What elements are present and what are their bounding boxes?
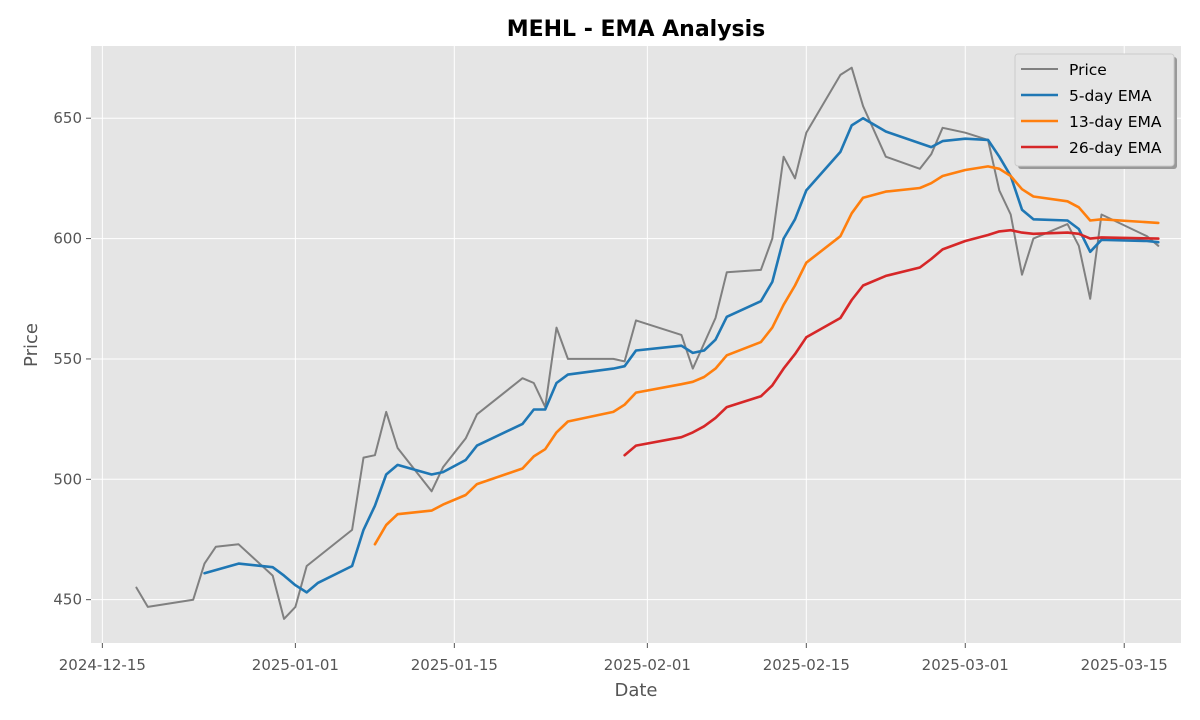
- x-tick-label: 2025-01-01: [252, 656, 339, 674]
- grid-lines: [91, 46, 1181, 643]
- x-tick-label: 2025-02-15: [763, 656, 850, 674]
- x-axis-label: Date: [614, 680, 657, 701]
- x-tick-label: 2024-12-15: [59, 656, 146, 674]
- series-line-26-day-ema: [623, 228, 1160, 457]
- y-tick-label: 600: [53, 230, 82, 248]
- series-lines: [135, 66, 1160, 620]
- y-tick-label: 550: [53, 350, 82, 368]
- legend-label-13-day-ema: 13-day EMA: [1069, 113, 1162, 131]
- legend-label-price: Price: [1069, 61, 1107, 79]
- x-tick-label: 2025-03-15: [1081, 656, 1168, 674]
- x-tick-label: 2025-01-15: [411, 656, 498, 674]
- y-tick-label: 450: [53, 591, 82, 609]
- series-line-price: [135, 66, 1160, 620]
- series-line-13-day-ema: [373, 165, 1160, 546]
- legend: Price 5-day EMA 13-day EMA 26-day EMA: [1014, 53, 1177, 169]
- legend-label-5-day-ema: 5-day EMA: [1069, 87, 1152, 105]
- y-axis-label: Price: [21, 323, 42, 367]
- plot-area: [91, 46, 1181, 643]
- x-axis-ticks: 2024-12-15 2025-01-01 2025-01-15 2025-02-01…: [59, 643, 1168, 674]
- series-line-5-day-ema: [203, 116, 1160, 594]
- chart-title: MEHL - EMA Analysis: [507, 17, 766, 42]
- y-tick-label: 650: [53, 109, 82, 127]
- x-tick-label: 2025-02-01: [604, 656, 691, 674]
- legend-box: [1014, 53, 1175, 167]
- y-tick-label: 500: [53, 470, 82, 488]
- y-axis-ticks: 450 500 550 600 650: [53, 109, 91, 609]
- x-tick-label: 2025-03-01: [922, 656, 1009, 674]
- legend-label-26-day-ema: 26-day EMA: [1069, 139, 1162, 157]
